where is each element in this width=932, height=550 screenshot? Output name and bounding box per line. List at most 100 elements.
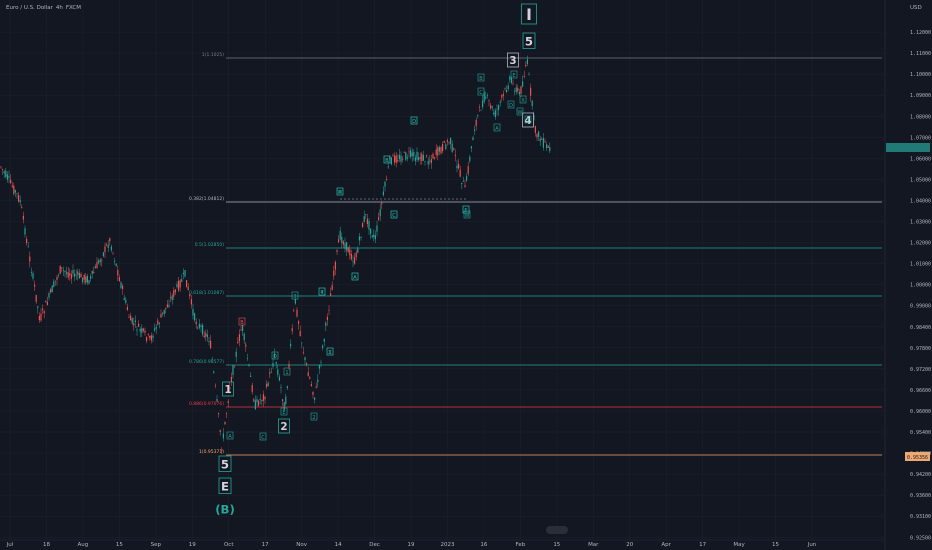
candle-body xyxy=(291,328,293,332)
wave-label-minor[interactable]: B xyxy=(385,158,389,164)
time-tick-label: May xyxy=(733,542,745,548)
grid xyxy=(0,0,885,540)
candle-body xyxy=(520,86,522,94)
wave-label-box[interactable] xyxy=(477,73,485,82)
elliott-wave-labels[interactable]: I534125E(B)ABCDE12345ABCDEXWYZABCDEWABCD… xyxy=(215,3,537,516)
wave-label-box[interactable] xyxy=(522,112,534,128)
candle-body xyxy=(322,345,324,348)
candle-body xyxy=(443,140,445,143)
wave-label-box[interactable] xyxy=(507,52,519,68)
wave-label-box[interactable] xyxy=(283,367,291,376)
wave-label-box[interactable] xyxy=(310,412,318,421)
wave-label-minor[interactable]: A xyxy=(353,275,357,281)
wave-label-minor[interactable]: W xyxy=(465,213,470,219)
candle-body xyxy=(341,236,343,244)
wave-label-box[interactable] xyxy=(280,407,288,416)
wave-label-minor[interactable]: A xyxy=(228,434,232,440)
candle-body xyxy=(246,358,248,359)
wave-label-minor[interactable]: 2 xyxy=(312,415,315,421)
wave-label-minor[interactable]: Y xyxy=(525,118,530,124)
wave-label-box[interactable] xyxy=(222,381,234,397)
wave-label-box[interactable] xyxy=(238,317,246,326)
candle-body xyxy=(264,396,266,400)
wave-label-minor[interactable]: X xyxy=(338,190,342,196)
wave-label-minor[interactable]: D xyxy=(412,119,416,125)
wave-label-box[interactable] xyxy=(463,210,471,219)
wave-label-major[interactable]: 5 xyxy=(221,457,229,471)
wave-label-minor[interactable]: C xyxy=(479,90,483,96)
wave-label-minor[interactable]: D xyxy=(273,354,277,360)
wave-label-box[interactable] xyxy=(291,291,299,300)
wave-label-box[interactable] xyxy=(522,32,536,49)
wave-label-major[interactable]: (B) xyxy=(215,502,235,516)
candle-body xyxy=(458,163,460,169)
wave-label-box[interactable] xyxy=(271,351,279,360)
wave-label-minor[interactable]: 5 xyxy=(328,350,331,356)
wave-label-box[interactable] xyxy=(383,155,391,164)
wave-label-box[interactable] xyxy=(226,431,234,440)
wave-label-box[interactable] xyxy=(390,210,398,219)
wave-label-box[interactable] xyxy=(510,70,518,79)
candle-body xyxy=(269,372,271,374)
time-tick-label: 16 xyxy=(480,542,487,548)
wave-label-box[interactable] xyxy=(318,287,326,296)
candle-body xyxy=(374,235,376,240)
wave-label-box[interactable] xyxy=(507,100,515,109)
wave-label-major[interactable]: I xyxy=(526,6,532,24)
price-tick-label: 1.08000 xyxy=(910,114,931,120)
wave-label-major[interactable]: 4 xyxy=(524,115,531,127)
wave-label-minor[interactable]: B xyxy=(479,76,483,82)
candle-body xyxy=(283,402,285,411)
wave-label-minor[interactable]: W xyxy=(518,110,523,116)
wave-label-minor[interactable]: E xyxy=(512,73,515,79)
wave-label-minor[interactable]: A xyxy=(495,126,499,132)
wave-label-box[interactable] xyxy=(278,418,290,434)
wave-label-box[interactable] xyxy=(351,272,359,281)
wave-label-minor[interactable]: W xyxy=(338,190,343,196)
price-tick-label: 0.96000 xyxy=(910,409,931,415)
candle-body xyxy=(138,323,140,327)
wave-label-major[interactable]: 3 xyxy=(509,55,516,67)
wave-label-minor[interactable]: B xyxy=(385,158,389,164)
wave-label-major[interactable]: 5 xyxy=(525,34,533,48)
wave-label-minor[interactable]: C xyxy=(392,213,396,219)
wave-label-minor[interactable]: X xyxy=(521,98,525,104)
wave-label-minor[interactable]: 1 xyxy=(285,370,288,376)
wave-label-major[interactable]: E xyxy=(221,479,229,493)
fibonacci-retracement[interactable]: 1(1.1025) 0.382(1.04812) 0.5(1.02850) 0.618… xyxy=(189,52,882,456)
wave-label-minor[interactable]: D xyxy=(412,119,416,125)
candle-body xyxy=(506,89,508,93)
wave-label-minor[interactable]: Z xyxy=(328,350,332,356)
wave-label-major[interactable]: 1 xyxy=(224,384,231,396)
wave-label-box[interactable] xyxy=(521,3,537,25)
wave-label-box[interactable] xyxy=(410,116,418,125)
wave-label-box[interactable] xyxy=(336,187,344,196)
wave-label-box[interactable] xyxy=(218,455,232,472)
wave-label-minor[interactable]: D xyxy=(509,103,513,109)
wave-label-minor[interactable]: A xyxy=(353,275,357,281)
wave-label-minor[interactable]: C xyxy=(392,213,396,219)
wave-label-minor[interactable]: 4 xyxy=(320,290,323,296)
scroll-to-realtime-button[interactable] xyxy=(546,526,568,534)
wave-label-minor[interactable]: Y xyxy=(319,290,324,296)
wave-label-box[interactable] xyxy=(259,432,267,441)
time-tick-label: Nov xyxy=(296,542,307,548)
wave-label-minor[interactable]: 3 xyxy=(293,294,296,300)
candle-body xyxy=(301,342,303,344)
wave-label-minor[interactable]: B xyxy=(240,320,244,326)
symbol-title[interactable]: Euro / U.S. Dollar 4h FXCM xyxy=(6,5,84,11)
candle-body xyxy=(342,241,344,245)
wave-label-box[interactable] xyxy=(519,95,527,104)
wave-label-box[interactable] xyxy=(493,123,501,132)
wave-label-minor[interactable]: C xyxy=(261,435,265,441)
wave-label-box[interactable] xyxy=(218,477,232,494)
wave-label-major[interactable]: 2 xyxy=(280,421,287,433)
wave-label-box[interactable] xyxy=(516,107,524,116)
wave-label-minor[interactable]: E xyxy=(282,410,285,416)
wave-label-box[interactable] xyxy=(477,87,485,96)
wave-label-box[interactable] xyxy=(462,205,470,214)
wave-label-box[interactable] xyxy=(326,347,334,356)
wave-label-minor[interactable]: E xyxy=(464,208,467,214)
wave-label-box[interactable] xyxy=(524,115,532,124)
